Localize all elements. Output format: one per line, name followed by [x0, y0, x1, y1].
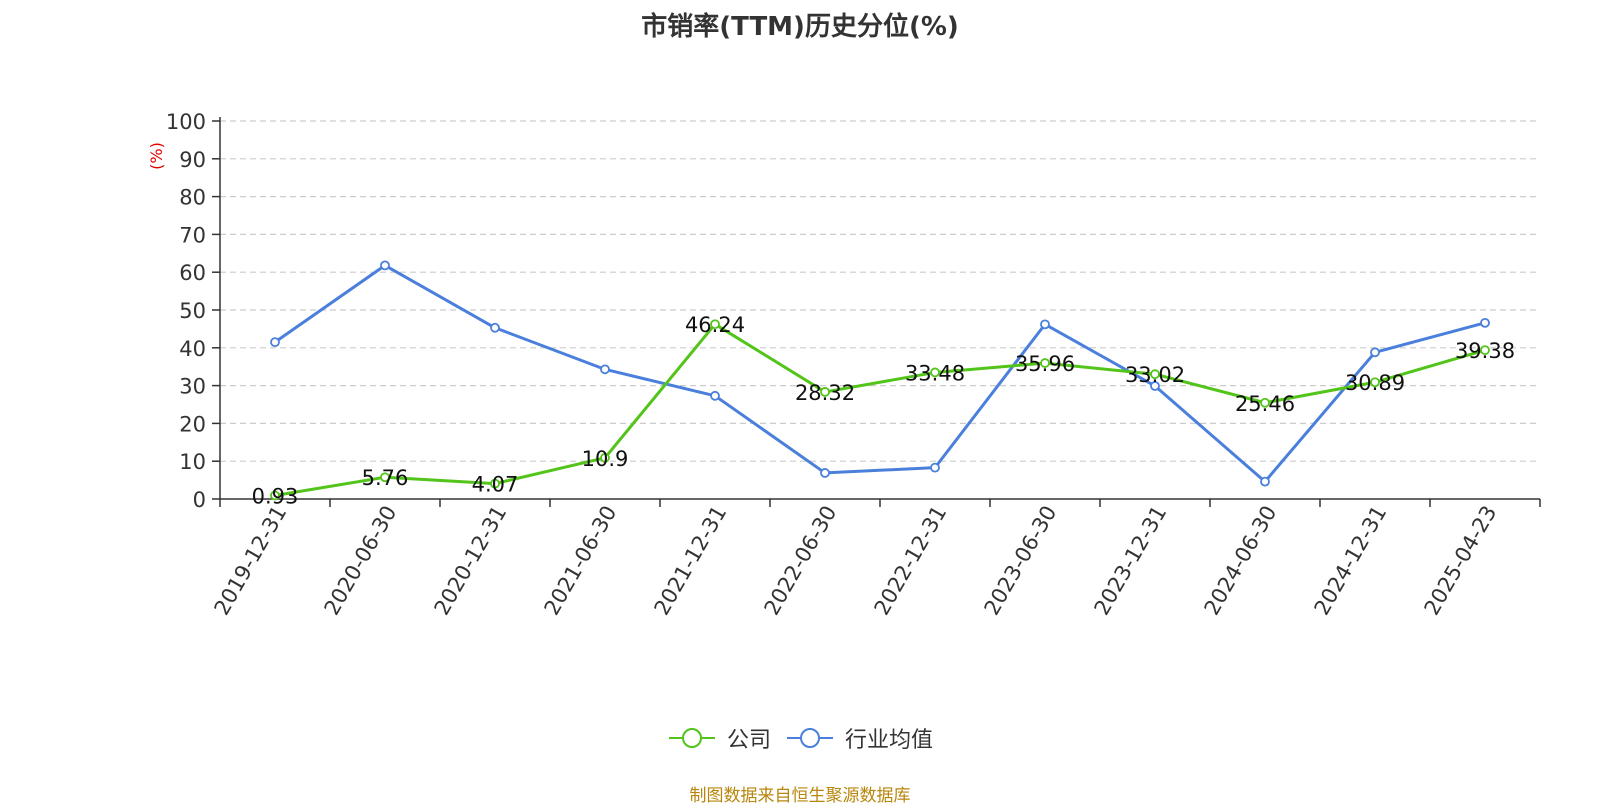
y-tick-label: 80 [179, 186, 206, 210]
x-tick-label: 2020-06-30 [320, 502, 402, 620]
y-tick-label: 20 [179, 412, 206, 436]
y-tick-label: 30 [179, 375, 206, 399]
data-point-company [490, 478, 500, 489]
legend-industry-line-icon [787, 728, 833, 748]
x-tick-label: 2023-12-31 [1090, 502, 1172, 620]
y-tick-label: 40 [179, 337, 206, 361]
series-line-company [274, 322, 1486, 497]
data-point-industry-average [1480, 317, 1490, 328]
legend: 公司 行业均值 [0, 722, 1600, 754]
chart-title: 市销率(TTM)历史分位(%) [641, 12, 959, 42]
data-point-industry-average [490, 322, 500, 333]
data-point-industry-average [380, 260, 390, 271]
data-point-company [270, 490, 280, 501]
x-tick-label: 2022-12-31 [870, 502, 952, 620]
data-label: 25.46 [1235, 392, 1295, 416]
legend-label-industry-average: 行业均值 [845, 728, 934, 753]
y-tick-label: 70 [179, 223, 206, 247]
y-tick-label: 10 [179, 450, 206, 474]
y-tick-label: 90 [179, 148, 206, 172]
data-label: 39.38 [1455, 339, 1515, 363]
data-point-industry-average [1260, 476, 1270, 487]
x-tick-label: 2025-04-23 [1420, 502, 1502, 620]
data-point-industry-average [1040, 319, 1050, 330]
data-point-company [1040, 358, 1050, 368]
data-point-industry-average [820, 468, 830, 478]
data-label: 0.93 [252, 484, 299, 508]
data-label: 33.48 [905, 361, 965, 385]
x-tick-label: 2022-06-30 [760, 502, 842, 620]
legend-item-company[interactable]: 公司 [667, 722, 771, 754]
data-label: 4.07 [472, 473, 519, 497]
legend-label-company: 公司 [726, 728, 771, 753]
x-tick-label: 2020-12-31 [430, 502, 512, 620]
series-line-industry-average [274, 263, 1486, 484]
data-point-company [1260, 397, 1270, 408]
y-axis-unit-label: (%) [147, 142, 166, 170]
data-point-company [600, 452, 610, 463]
data-label: 33.02 [1125, 363, 1185, 387]
legend-item-industry-average[interactable]: 行业均值 [785, 722, 933, 754]
data-label: 30.89 [1345, 371, 1405, 395]
x-tick-label: 2024-12-31 [1310, 502, 1392, 620]
data-point-company [1370, 377, 1380, 388]
data-label: 10.9 [582, 447, 629, 471]
data-label: 35.96 [1015, 352, 1075, 376]
data-point-company [380, 472, 390, 483]
data-label: 46.24 [685, 313, 745, 337]
x-tick-label: 2024-06-30 [1200, 502, 1282, 620]
data-point-company [710, 319, 720, 330]
data-point-industry-average [710, 390, 720, 401]
x-tick-label: 2023-06-30 [980, 502, 1062, 620]
legend-company-line-icon [668, 728, 715, 748]
data-point-industry-average [1370, 347, 1380, 358]
data-label: 28.32 [795, 381, 855, 405]
data-point-industry-average [1150, 381, 1160, 391]
data-point-company [930, 367, 940, 378]
data-label: 5.76 [362, 466, 409, 490]
data-point-company [820, 387, 830, 397]
x-tick-label: 2019-12-31 [210, 502, 292, 620]
data-point-industry-average [600, 364, 610, 375]
data-source-note: 制图数据来自恒生聚源数据库 [689, 786, 911, 806]
data-point-company [1150, 369, 1160, 380]
x-tick-label: 2021-12-31 [650, 502, 732, 620]
y-tick-label: 100 [166, 110, 206, 134]
data-point-industry-average [930, 462, 940, 473]
y-tick-label: 60 [179, 261, 206, 285]
y-tick-label: 50 [179, 299, 206, 323]
y-tick-label: 0 [193, 488, 206, 512]
data-point-industry-average [270, 337, 280, 348]
x-tick-label: 2021-06-30 [540, 502, 622, 620]
data-point-company [1480, 345, 1490, 356]
